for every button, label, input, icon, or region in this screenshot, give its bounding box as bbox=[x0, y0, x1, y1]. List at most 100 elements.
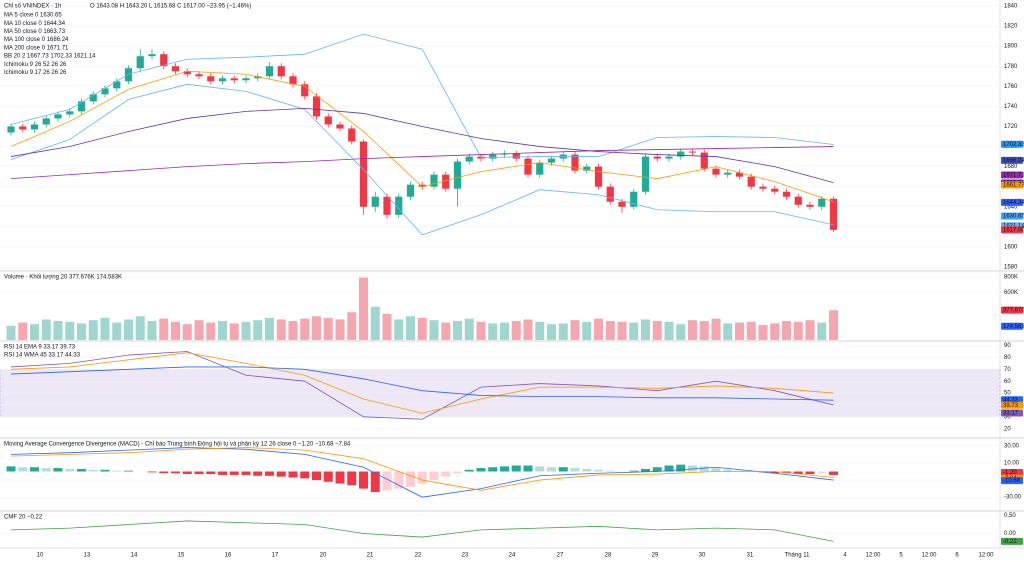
candle-body bbox=[289, 76, 297, 85]
y-tick-label: 0.00 bbox=[1004, 531, 1016, 537]
histogram-bar bbox=[594, 469, 603, 472]
price-tag-label: 33.17 bbox=[1003, 411, 1019, 417]
volume-bar bbox=[464, 318, 474, 340]
candle-body bbox=[207, 76, 215, 82]
x-tick-label: 28 bbox=[605, 553, 612, 559]
x-tick-label: 17 bbox=[272, 553, 279, 559]
candle-body bbox=[747, 176, 755, 187]
volume-bar bbox=[100, 317, 110, 340]
volume-bar bbox=[65, 321, 75, 340]
histogram-bar bbox=[406, 471, 415, 487]
series-line bbox=[10, 352, 834, 414]
volume-bar bbox=[547, 324, 556, 340]
y-tick-label: 10.00 bbox=[1004, 461, 1020, 467]
x-tick-label: 12:00 bbox=[865, 553, 881, 559]
histogram-bar bbox=[194, 471, 204, 475]
volume-bar bbox=[112, 322, 122, 340]
candle-body bbox=[430, 174, 438, 187]
candle-body bbox=[406, 184, 415, 197]
ohlc-text: O 1643.08 H 1643.20 L 1615.68 C 1617.00 … bbox=[90, 4, 251, 10]
indicator-label: MA 200 close 0 1671.71 bbox=[4, 45, 69, 51]
volume-bar bbox=[746, 321, 756, 340]
volume-bar bbox=[276, 319, 286, 340]
x-tick-label: 23 bbox=[462, 553, 469, 559]
histogram-bar bbox=[476, 468, 486, 472]
histogram-bar bbox=[652, 467, 662, 472]
candle-body bbox=[583, 166, 591, 171]
volume-bar bbox=[488, 323, 498, 340]
volume-bar bbox=[664, 321, 674, 340]
candle-body bbox=[30, 124, 39, 130]
histogram-bar bbox=[629, 470, 639, 472]
price-tag-label: 174.583K bbox=[1003, 324, 1024, 330]
candle-body bbox=[42, 118, 50, 125]
volume-bar bbox=[711, 318, 721, 340]
price-tag bbox=[1001, 477, 1023, 485]
volume-bar bbox=[406, 316, 415, 340]
histogram-bar bbox=[735, 470, 744, 472]
series-line bbox=[10, 520, 834, 542]
candle-body bbox=[829, 198, 838, 230]
volume-bar bbox=[18, 322, 28, 340]
candle-body bbox=[571, 154, 579, 171]
price-tag-label: -0.22 bbox=[1003, 539, 1017, 545]
histogram-bar bbox=[265, 471, 274, 476]
candle-body bbox=[630, 191, 638, 207]
candle-body bbox=[724, 172, 732, 175]
volume-bar bbox=[194, 320, 204, 340]
x-tick-label: 24 bbox=[509, 553, 516, 559]
price-tag bbox=[1001, 409, 1023, 417]
price-tag-label: 1661.73 bbox=[1003, 183, 1024, 189]
histogram-bar bbox=[664, 465, 674, 472]
histogram-bar bbox=[453, 471, 462, 474]
volume-bar bbox=[735, 322, 744, 340]
x-tick-label: 20 bbox=[320, 553, 327, 559]
histogram-bar bbox=[817, 471, 827, 474]
series-line bbox=[10, 447, 834, 491]
price-tag bbox=[1001, 322, 1023, 330]
volume-bar bbox=[171, 321, 180, 340]
candle-body bbox=[324, 116, 332, 125]
candle-body bbox=[771, 188, 779, 192]
price-tag bbox=[1001, 181, 1023, 189]
price-tag-label: 377.676K bbox=[1003, 308, 1024, 314]
series-line bbox=[10, 33, 834, 158]
histogram-bar bbox=[147, 471, 157, 473]
candle-body bbox=[124, 68, 133, 82]
candle-body bbox=[242, 78, 250, 81]
volume-bar bbox=[570, 320, 580, 340]
y-tick-label: 20 bbox=[1004, 426, 1011, 432]
y-tick-label: 800K bbox=[1004, 274, 1018, 280]
pane-title: RSI 14 EMA 9 33.17 39.73 bbox=[4, 345, 76, 351]
price-tag-label: 1630.65 bbox=[1003, 214, 1024, 220]
histogram-bar bbox=[523, 465, 533, 472]
series-line bbox=[10, 366, 834, 401]
price-tag-label: 1702.33 bbox=[1003, 142, 1024, 148]
candle-body bbox=[383, 196, 391, 215]
candle-body bbox=[677, 151, 685, 157]
indicator-label: BB 20 2 1667.73 1702.33 1621.14 bbox=[4, 54, 96, 60]
histogram-bar bbox=[229, 471, 239, 475]
histogram-bar bbox=[241, 471, 251, 475]
candle-body bbox=[336, 124, 344, 129]
y-tick-label: 1720 bbox=[1004, 124, 1018, 130]
y-tick-label: 600K bbox=[1004, 290, 1018, 296]
y-tick-label: 1800 bbox=[1004, 44, 1018, 50]
series-line bbox=[10, 146, 834, 180]
y-tick-label: 60 bbox=[1004, 379, 1011, 385]
histogram-bar bbox=[805, 471, 815, 475]
volume-bar bbox=[511, 321, 521, 340]
histogram-bar bbox=[6, 466, 16, 472]
volume-bar bbox=[594, 318, 603, 340]
price-tag bbox=[1001, 226, 1023, 234]
series-line bbox=[10, 108, 834, 184]
histogram-bar bbox=[171, 471, 180, 474]
price-tag bbox=[1001, 171, 1023, 179]
histogram-bar bbox=[100, 469, 110, 472]
histogram-bar bbox=[688, 465, 697, 472]
x-tick-label: 5 bbox=[899, 553, 903, 559]
volume-bar bbox=[347, 312, 357, 340]
price-tag bbox=[1001, 198, 1023, 206]
candle-body bbox=[136, 56, 144, 69]
